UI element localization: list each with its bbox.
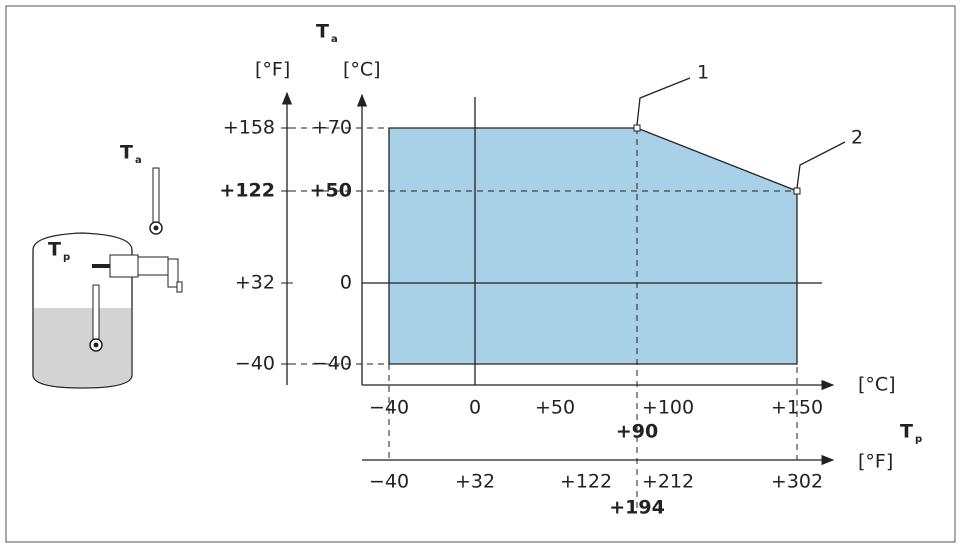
axis-unit: [°C]	[858, 374, 896, 396]
callout-label: 1	[697, 62, 709, 84]
x-tick-label: +122	[560, 471, 612, 493]
axis-unit: [°F]	[858, 451, 893, 473]
y-tick-label: 0	[340, 272, 352, 294]
point-2	[793, 187, 801, 195]
axis-subscript: p	[915, 434, 922, 445]
axis-unit: [°C]	[343, 59, 381, 81]
axis-unit: [°F]	[255, 59, 290, 81]
y-tick-label: −40	[312, 353, 352, 375]
tank-illustration: T a T p	[32, 142, 183, 389]
x-tick-label: +150	[771, 397, 823, 419]
axis-symbol: T	[900, 421, 913, 443]
y-tick-label: +122	[219, 180, 275, 202]
ambient-symbol: T	[120, 142, 133, 164]
operating-area	[388, 127, 798, 365]
marker-label: +194	[609, 497, 665, 519]
guide-lines	[290, 127, 798, 510]
frame	[5, 5, 956, 543]
process-symbol: T	[48, 239, 61, 261]
x-tick-label: +50	[535, 397, 575, 419]
axis-subscript: a	[331, 34, 338, 45]
process-subscript: p	[63, 252, 70, 263]
x-tick-label: +302	[771, 471, 823, 493]
x-tick-label: −40	[369, 471, 409, 493]
callout-leaders	[636, 77, 846, 189]
x-tick-label: −40	[369, 397, 409, 419]
y-tick-label: +158	[223, 117, 275, 139]
x-tick-label: +32	[455, 471, 495, 493]
callout-label: 2	[851, 127, 863, 149]
y-tick-label: +50	[310, 180, 352, 202]
x-tick-label: +212	[642, 471, 694, 493]
ambient-subscript: a	[135, 155, 142, 166]
point-1	[633, 124, 641, 132]
axis-symbol: T	[316, 21, 329, 43]
y-tick-label: +32	[235, 272, 275, 294]
marker-label: +90	[616, 421, 658, 443]
x-tick-label: 0	[469, 397, 481, 419]
y-tick-label: +70	[312, 117, 352, 139]
x-tick-label: +100	[642, 397, 694, 419]
y-tick-label: −40	[235, 353, 275, 375]
